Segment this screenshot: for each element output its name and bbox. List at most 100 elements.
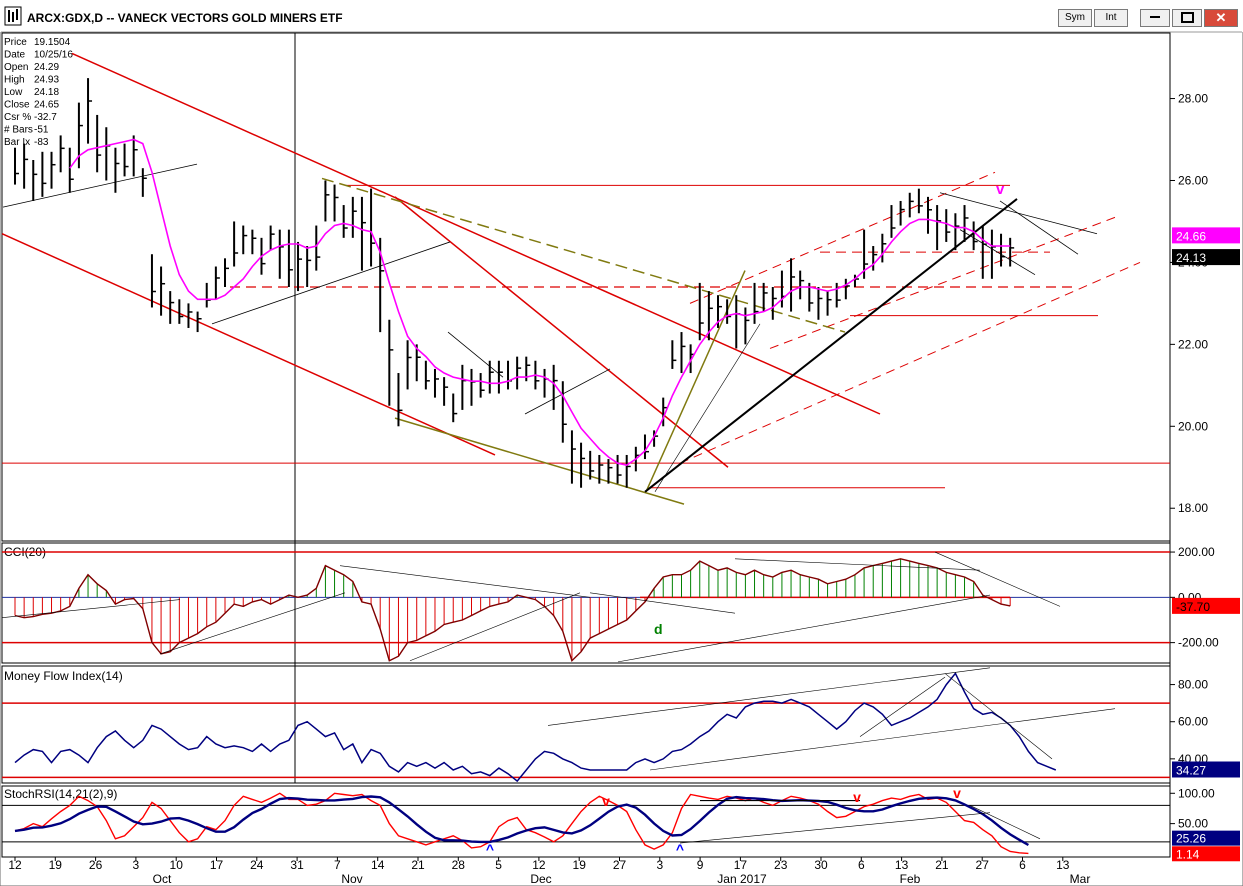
- black-trendline-3: [524, 368, 611, 415]
- month-label: Dec: [530, 872, 551, 886]
- x-tick-label: 3: [133, 858, 140, 872]
- info-value: 24.65: [34, 100, 59, 111]
- info-label: # Bars: [4, 125, 33, 136]
- maximize-button[interactable]: [1172, 9, 1202, 27]
- black-wedge-top-2: [999, 200, 1079, 255]
- mfi-trendline-3: [859, 676, 946, 737]
- olive-support-line: [394, 417, 685, 505]
- close-icon: ✕: [1215, 10, 1227, 25]
- y-tick-label-3: 100.00: [1178, 786, 1215, 800]
- x-tick-label: 7: [334, 858, 341, 872]
- ma-tag-label: 24.66: [1176, 229, 1206, 243]
- x-tick-label: 12: [8, 858, 22, 872]
- month-label: Mar: [1070, 872, 1091, 886]
- cci-tag-label: -37.70: [1176, 600, 1210, 614]
- y-tick-label-2: 80.00: [1178, 678, 1208, 692]
- x-tick-label: 17: [734, 858, 748, 872]
- mfi-trendline-1: [547, 667, 991, 726]
- y-tick-label-0: 18.00: [1178, 501, 1208, 515]
- month-label: Nov: [341, 872, 362, 886]
- close-tag-bg: [1172, 249, 1240, 266]
- x-tick-label: 19: [49, 858, 63, 872]
- downtrend-line: [394, 196, 729, 468]
- y-tick-label-2: 60.00: [1178, 715, 1208, 729]
- stoch-d-tag-label: 25.26: [1176, 832, 1206, 846]
- info-value: 24.93: [34, 75, 59, 86]
- stoch-signal-marker: v: [853, 789, 861, 805]
- channel-bottom-line: [1, 233, 496, 456]
- mfi-line: [14, 672, 1057, 783]
- title-bar: [0, 0, 1243, 32]
- info-value: 24.18: [34, 87, 59, 98]
- black-trendline-2: [211, 241, 451, 325]
- thin-uptrend-line: [654, 323, 761, 492]
- olive-dashed-trendline: [321, 177, 846, 333]
- x-tick-label: 21: [935, 858, 949, 872]
- maximize-icon: [1180, 11, 1194, 23]
- cci-trendline-3: [339, 565, 591, 598]
- x-tick-label: 5: [495, 858, 502, 872]
- minimize-button[interactable]: [1140, 9, 1170, 27]
- info-label: Csr %: [4, 112, 31, 123]
- mfi-panel-title: Money Flow Index(14): [4, 669, 123, 683]
- info-value: -32.7: [34, 112, 57, 123]
- x-tick-label: 21: [411, 858, 425, 872]
- app-icon: [4, 6, 22, 26]
- cci-trendline-7: [934, 551, 1061, 607]
- y-tick-label-3: 50.00: [1178, 817, 1208, 831]
- info-label: Price: [4, 37, 27, 48]
- x-tick-label: 3: [656, 858, 663, 872]
- x-tick-label: 27: [613, 858, 627, 872]
- info-value: 24.29: [34, 62, 59, 73]
- x-tick-label: 13: [1056, 858, 1070, 872]
- stoch-signal-marker: v: [602, 793, 610, 809]
- ma-tag-bg: [1172, 227, 1240, 244]
- month-label: Feb: [900, 872, 921, 886]
- stoch-d-tag-bg: [1172, 830, 1240, 846]
- mfi-trendline-4: [944, 673, 1053, 760]
- cci-trendline-8: [589, 592, 736, 614]
- info-value: -51: [34, 125, 49, 136]
- y-tick-label-0: 22.00: [1178, 337, 1208, 351]
- x-tick-label: 17: [210, 858, 224, 872]
- x-tick-label: 27: [976, 858, 990, 872]
- close-button[interactable]: ✕: [1204, 9, 1238, 27]
- stoch-k-line: [14, 792, 1029, 855]
- stoch-trendline-2: [679, 812, 991, 844]
- x-tick-label: 31: [290, 858, 304, 872]
- info-label: High: [4, 75, 25, 86]
- x-tick-label: 13: [895, 858, 909, 872]
- month-label: Jan 2017: [717, 872, 767, 886]
- stoch-signal-marker: v: [953, 785, 961, 801]
- x-tick-label: 14: [371, 858, 385, 872]
- olive-up-line: [645, 270, 746, 493]
- cci-line: [14, 558, 1011, 663]
- x-tick-label: 9: [697, 858, 704, 872]
- x-tick-label: 26: [89, 858, 103, 872]
- info-label: Date: [4, 50, 26, 61]
- y-tick-label-1: 200.00: [1178, 545, 1215, 559]
- x-tick-label: 10: [170, 858, 184, 872]
- mfi-tag-bg: [1172, 761, 1240, 778]
- black-trendline-4: [447, 331, 504, 378]
- sym-button[interactable]: Sym: [1058, 9, 1092, 27]
- x-tick-label: 6: [858, 858, 865, 872]
- cci-trendline-6: [734, 558, 981, 571]
- info-label: Close: [4, 100, 30, 111]
- x-tick-label: 6: [1019, 858, 1026, 872]
- y-tick-label-0: 20.00: [1178, 419, 1208, 433]
- int-button[interactable]: Int: [1094, 9, 1128, 27]
- y-tick-label-1: -200.00: [1178, 636, 1219, 650]
- info-value: -83: [34, 137, 49, 148]
- info-value: 10/25/16: [34, 50, 73, 61]
- stoch-k-tag-label: 1.14: [1176, 847, 1200, 861]
- black-wedge-bottom: [959, 229, 1036, 276]
- x-tick-label: 28: [452, 858, 466, 872]
- stoch-signal-marker: ^: [676, 841, 684, 857]
- window-title: ARCX:GDX,D -- VANECK VECTORS GOLD MINERS…: [27, 11, 343, 25]
- y-tick-label-0: 28.00: [1178, 92, 1208, 106]
- cci-trendline-2: [159, 592, 346, 655]
- stoch-signal-marker: ^: [486, 841, 494, 857]
- cci-tag-bg: [1172, 597, 1240, 614]
- x-tick-label: 23: [774, 858, 788, 872]
